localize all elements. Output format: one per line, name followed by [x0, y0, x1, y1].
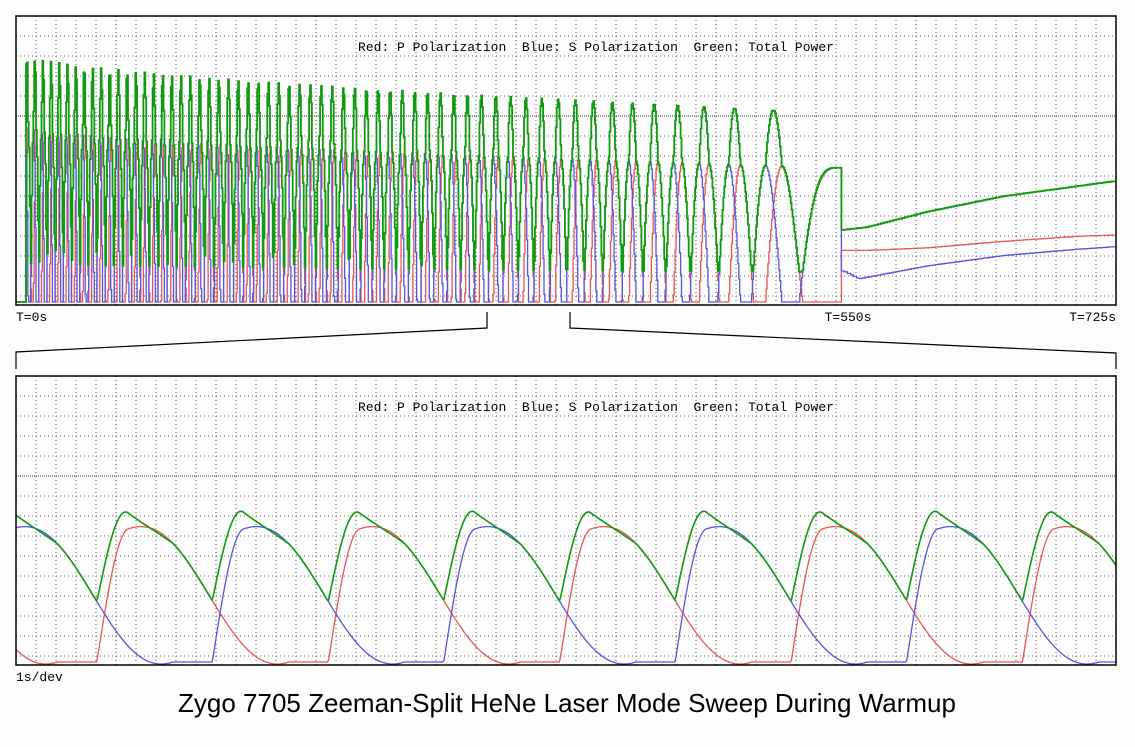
overview-series-total-power	[16, 59, 838, 303]
overview-legend: Red: P Polarization Blue: S Polarization…	[358, 40, 834, 55]
detail-frame	[15, 375, 1117, 666]
x-tick-label-t725: T=725s	[1069, 310, 1116, 325]
detail-traces	[15, 510, 1117, 665]
detail-plot-area	[16, 376, 1116, 665]
detail-legend: Red: P Polarization Blue: S Polarization…	[358, 400, 834, 415]
zoom-bracket-right	[569, 312, 1117, 369]
overview-series-s-polarization-settled	[838, 167, 1116, 280]
zoom-bracket-left	[15, 312, 488, 369]
overview-frame	[15, 15, 1117, 306]
detail-grid	[16, 376, 1116, 665]
x-scale-label: 1s/dev	[16, 670, 63, 685]
detail-series-total-power	[15, 510, 1117, 602]
zoom-bracket	[15, 312, 1117, 369]
overview-traces	[16, 59, 1116, 303]
overview-series-p-polarization-settled	[838, 234, 1116, 303]
x-tick-label-t550: T=550s	[825, 310, 872, 325]
overview-series-total-power-settled	[838, 166, 1116, 231]
overview-chart: Red: P Polarization Blue: S Polarization…	[15, 15, 1117, 325]
detail-chart: Red: P Polarization Blue: S Polarization…	[15, 375, 1117, 685]
detail-series-s-polarization	[15, 525, 1116, 665]
figure-title: Zygo 7705 Zeeman-Split HeNe Laser Mode S…	[178, 688, 956, 718]
x-tick-label-t0: T=0s	[16, 310, 47, 325]
